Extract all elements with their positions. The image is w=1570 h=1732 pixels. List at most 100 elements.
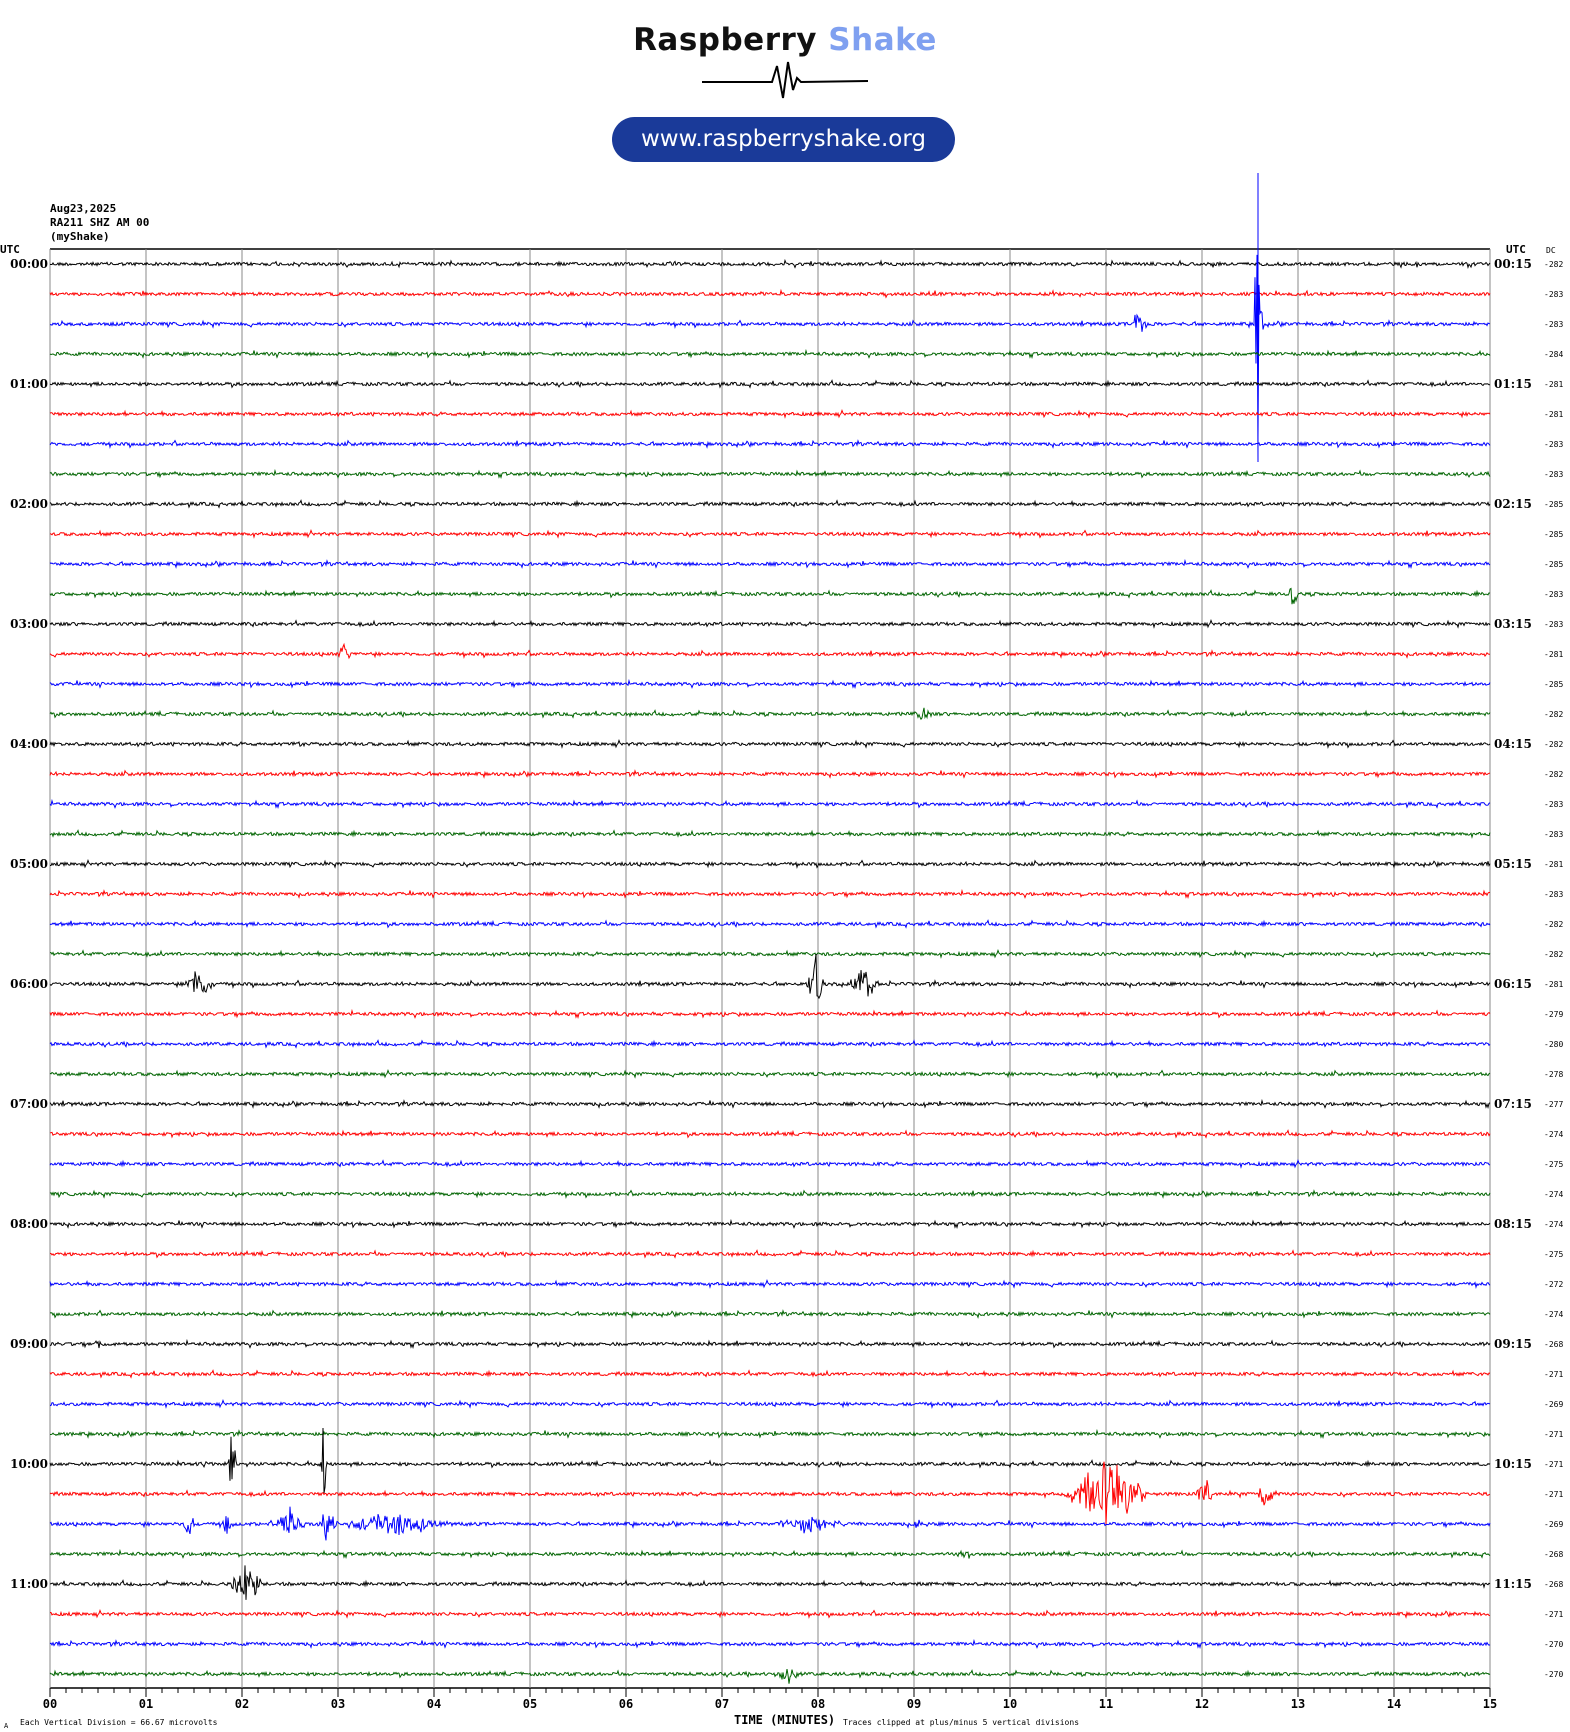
dc-value: -274 xyxy=(1544,1130,1564,1139)
dc-value: -282 xyxy=(1544,740,1564,749)
dc-value: -281 xyxy=(1544,410,1564,419)
dc-value: -279 xyxy=(1544,1010,1564,1019)
dc-value: -283 xyxy=(1544,890,1564,899)
dc-value: -281 xyxy=(1544,860,1564,869)
left-hour-label: 09:00 xyxy=(10,1337,48,1351)
right-hour-label: 06:15 xyxy=(1494,977,1532,991)
division-note: Each Vertical Division = 66.67 microvolt… xyxy=(20,1718,218,1727)
x-tick-label: 15 xyxy=(1482,1697,1498,1711)
trace-row-16 xyxy=(49,739,1491,750)
x-tick-label: 13 xyxy=(1290,1697,1306,1711)
dc-value: -283 xyxy=(1544,440,1564,449)
clip-note: Traces clipped at plus/minus 5 vertical … xyxy=(843,1718,1080,1727)
trace-row-42 xyxy=(49,1506,1491,1541)
right-hour-label: 04:15 xyxy=(1494,737,1532,751)
trace-row-33 xyxy=(49,1249,1491,1259)
dc-value: -283 xyxy=(1544,290,1564,299)
seismograph-wave-icon xyxy=(702,61,869,99)
right-hour-label: 03:15 xyxy=(1494,617,1532,631)
left-hour-label: 01:00 xyxy=(10,377,48,391)
trace-row-35 xyxy=(49,1309,1491,1319)
x-tick-label: 00 xyxy=(42,1697,58,1711)
dc-value: -281 xyxy=(1544,380,1564,389)
trace-row-29 xyxy=(49,1129,1491,1139)
website-link[interactable]: www.raspberryshake.org xyxy=(612,117,955,162)
right-utc-title: UTC xyxy=(1506,243,1526,256)
trace-row-18 xyxy=(49,798,1491,810)
left-hour-label: 08:00 xyxy=(10,1217,48,1231)
trace-row-28 xyxy=(49,1098,1491,1110)
right-hour-label: 01:15 xyxy=(1494,377,1532,391)
dc-value: -283 xyxy=(1544,830,1564,839)
dc-value: -285 xyxy=(1544,530,1564,539)
trace-row-7 xyxy=(49,468,1491,480)
trace-row-8 xyxy=(49,499,1491,509)
logo-title: Raspberry Shake xyxy=(0,22,1570,58)
trace-row-9 xyxy=(49,529,1491,540)
trace-row-0 xyxy=(49,258,1491,269)
station-label: RA211 SHZ AM 00 xyxy=(50,216,150,229)
dc-value: -269 xyxy=(1544,1520,1564,1529)
dc-value: -277 xyxy=(1544,1100,1564,1109)
dc-value: -283 xyxy=(1544,470,1564,479)
trace-row-45 xyxy=(50,1609,1491,1620)
trace-row-22 xyxy=(49,919,1491,929)
trace-row-21 xyxy=(49,888,1491,900)
x-tick-label: 03 xyxy=(330,1697,346,1711)
trace-row-20 xyxy=(50,859,1491,870)
left-hour-label: 03:00 xyxy=(10,617,48,631)
x-tick-label: 04 xyxy=(426,1697,442,1711)
dc-value: -268 xyxy=(1544,1550,1564,1559)
trace-row-23 xyxy=(50,949,1491,959)
dc-value: -271 xyxy=(1544,1430,1564,1439)
dc-value: -272 xyxy=(1544,1280,1564,1289)
dc-value: -270 xyxy=(1544,1640,1564,1649)
trace-row-26 xyxy=(49,1039,1491,1049)
logo-word-raspberry: Raspberry xyxy=(633,22,817,58)
dc-value: -281 xyxy=(1544,980,1564,989)
trace-row-15 xyxy=(49,707,1491,721)
trace-row-30 xyxy=(49,1159,1491,1169)
x-tick-label: 09 xyxy=(906,1697,922,1711)
dc-value: -268 xyxy=(1544,1580,1564,1589)
dc-value: -281 xyxy=(1544,650,1564,659)
dc-value: -284 xyxy=(1544,350,1564,359)
left-hour-label: 11:00 xyxy=(10,1577,48,1591)
dc-value: -283 xyxy=(1544,800,1564,809)
trace-row-10 xyxy=(49,558,1491,570)
trace-row-11 xyxy=(49,587,1491,605)
dc-value: -274 xyxy=(1544,1190,1564,1199)
dc-value: -271 xyxy=(1544,1370,1564,1379)
dc-value: -283 xyxy=(1544,320,1564,329)
x-tick-label: 06 xyxy=(618,1697,634,1711)
left-hour-label: 00:00 xyxy=(10,257,48,271)
trace-row-38 xyxy=(49,1399,1491,1410)
x-tick-label: 14 xyxy=(1386,1697,1402,1711)
right-hour-label: 05:15 xyxy=(1494,857,1532,871)
corner-mark: A xyxy=(4,1722,9,1730)
dc-value: -269 xyxy=(1544,1400,1564,1409)
x-tick-label: 08 xyxy=(810,1697,826,1711)
dc-value: -282 xyxy=(1544,260,1564,269)
right-hour-label: 02:15 xyxy=(1494,497,1532,511)
dc-value: -274 xyxy=(1544,1310,1564,1319)
dc-value: -271 xyxy=(1544,1460,1564,1469)
dc-value: -285 xyxy=(1544,500,1564,509)
dc-value: -278 xyxy=(1544,1070,1564,1079)
trace-row-14 xyxy=(49,678,1491,690)
x-tick-label: 10 xyxy=(1002,1697,1018,1711)
left-hour-label: 06:00 xyxy=(10,977,48,991)
right-hour-label: 10:15 xyxy=(1494,1457,1532,1471)
trace-row-34 xyxy=(49,1279,1491,1290)
dc-value: -270 xyxy=(1544,1670,1564,1679)
trace-row-44 xyxy=(49,1565,1491,1600)
dc-value: -285 xyxy=(1544,680,1564,689)
trace-row-13 xyxy=(49,642,1491,660)
logo-word-shake: Shake xyxy=(828,22,937,58)
dc-value: -283 xyxy=(1544,620,1564,629)
trace-row-47 xyxy=(49,1669,1491,1684)
dc-value: -274 xyxy=(1544,1220,1564,1229)
dc-value: -271 xyxy=(1544,1490,1564,1499)
trace-row-12 xyxy=(49,619,1491,629)
left-hour-label: 07:00 xyxy=(10,1097,48,1111)
